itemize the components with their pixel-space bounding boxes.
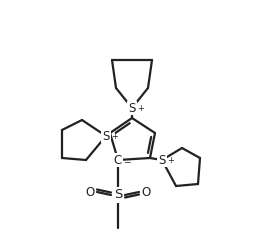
- Text: C: C: [114, 154, 122, 166]
- Text: S: S: [128, 102, 136, 114]
- Text: +: +: [137, 104, 144, 113]
- Text: S: S: [114, 188, 122, 202]
- Text: +: +: [111, 132, 118, 141]
- Text: O: O: [85, 186, 95, 198]
- Text: O: O: [142, 186, 151, 198]
- Text: −: −: [123, 157, 130, 166]
- Text: +: +: [167, 156, 174, 165]
- Text: S: S: [158, 154, 166, 166]
- Text: S: S: [102, 130, 110, 142]
